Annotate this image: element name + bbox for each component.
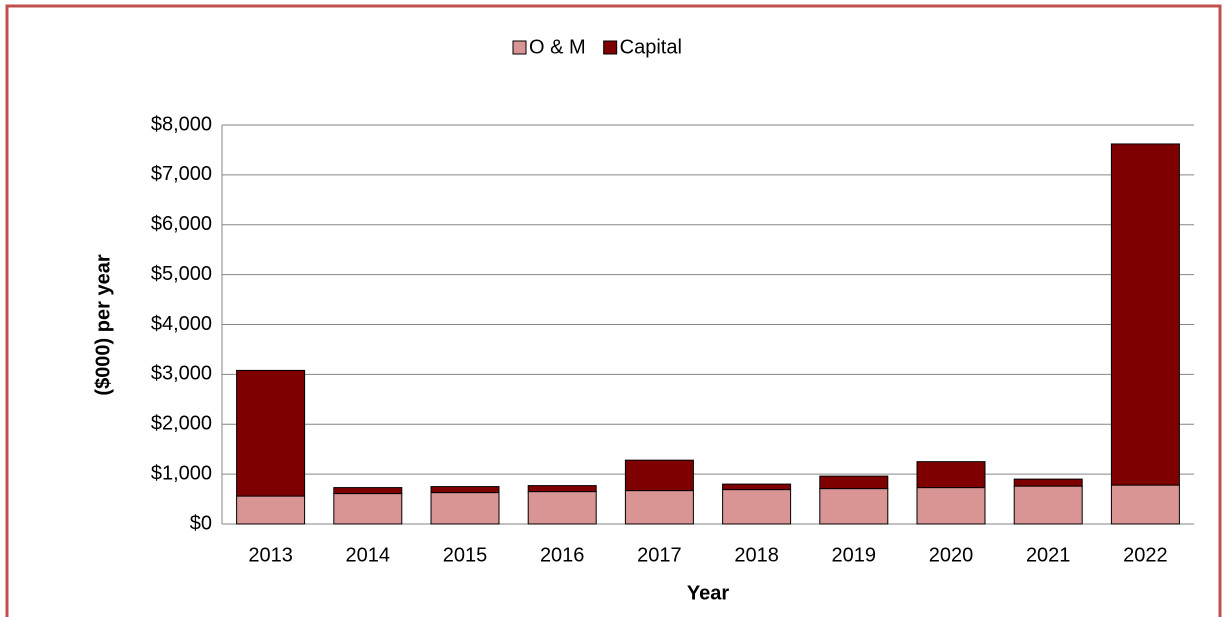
legend-label: Capital (620, 36, 682, 58)
x-tick-label: 2017 (637, 544, 682, 566)
x-tick-label: 2021 (1026, 544, 1071, 566)
x-tick-label: 2013 (248, 544, 293, 566)
legend-swatch (603, 40, 618, 55)
bar-segment (722, 483, 792, 491)
x-tick-label: 2019 (832, 544, 877, 566)
bar-segment (333, 493, 403, 525)
bar-segment (624, 490, 694, 525)
bar-segment (333, 487, 403, 495)
y-tick-label: $1,000 (151, 462, 212, 484)
bar-segment (916, 487, 986, 525)
frame (5, 4, 1222, 617)
bar-segment (236, 495, 306, 525)
bar-segment (1013, 478, 1083, 487)
x-tick-label: 2018 (734, 544, 779, 566)
bar-segment (1110, 484, 1180, 525)
bar-segment (430, 492, 500, 525)
bar-segment (236, 369, 306, 497)
bar-segment (527, 485, 597, 493)
bar-segment (624, 459, 694, 492)
bar-segment (527, 491, 597, 525)
y-tick-label: $4,000 (151, 313, 212, 335)
bar-segment (819, 488, 889, 525)
x-tick-label: 2016 (540, 544, 585, 566)
bar-segment (430, 486, 500, 494)
y-tick-label: $8,000 (151, 113, 212, 135)
bar-segment (819, 475, 889, 490)
y-tick-label: $6,000 (151, 213, 212, 235)
x-axis-label: Year (687, 582, 729, 604)
legend-label: O & M (529, 36, 586, 58)
x-tick-label: 2014 (346, 544, 391, 566)
bar-segment (722, 489, 792, 525)
x-tick-label: 2015 (443, 544, 488, 566)
x-tick-label: 2022 (1123, 544, 1168, 566)
x-tick-label: 2020 (929, 544, 974, 566)
y-tick-label: $2,000 (151, 413, 212, 435)
bar-segment (1013, 485, 1083, 525)
legend-swatch (512, 40, 527, 55)
y-tick-label: $0 (190, 512, 212, 534)
y-tick-label: $5,000 (151, 263, 212, 285)
bar-segment (916, 461, 986, 489)
y-axis-label: ($000) per year (92, 254, 114, 395)
y-tick-label: $7,000 (151, 163, 212, 185)
bar-segment (1110, 143, 1180, 486)
y-tick-label: $3,000 (151, 363, 212, 385)
